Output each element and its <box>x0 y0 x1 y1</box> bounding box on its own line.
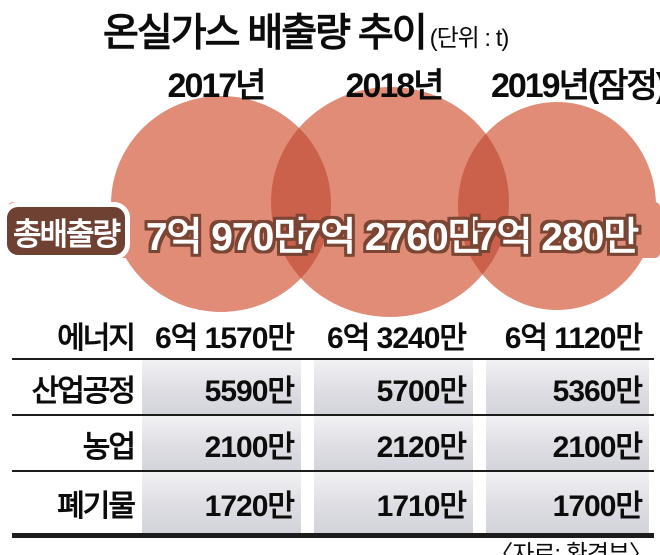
total-emissions-badge: 총배출량 <box>2 202 130 260</box>
circle-2018 <box>271 87 509 317</box>
page-title-wrap: 온실가스 배출량 추이 (단위 : t) <box>103 2 510 58</box>
total-value-2019: 7억 280만 <box>475 216 639 259</box>
cell-value: 5700만 <box>314 360 473 416</box>
divider-line <box>12 470 654 472</box>
year-label-2018: 2018년 <box>345 67 445 105</box>
total-value-2017: 7억 970만 <box>145 216 309 259</box>
unit-label: (단위 : t) <box>429 25 510 52</box>
cell-value: 6억 3240만 <box>327 322 467 355</box>
divider-line <box>12 358 654 360</box>
cell-value: 1710만 <box>314 472 473 533</box>
cell-value: 5360만 <box>486 360 649 416</box>
year-label-2019: 2019년(잠정) <box>490 67 660 105</box>
cell-value: 6억 1570만 <box>155 322 295 355</box>
table-row-energy: 에너지 6억 1570만 6억 3240만 6억 1120만 <box>0 312 660 358</box>
divider-line <box>12 414 654 416</box>
cell-value: 2100만 <box>486 416 649 472</box>
source-credit: 〈자료: 환경부〉 <box>489 541 653 555</box>
table-row-waste: 폐기물 1720만 1710만 1700만 <box>0 472 660 533</box>
row-label: 농업 <box>82 431 136 464</box>
circle-2019 <box>458 102 656 310</box>
row-label: 에너지 <box>57 322 136 355</box>
page-title: 온실가스 배출량 추이 <box>103 12 428 55</box>
table-row-industry: 산업공정 5590만 5700만 5360만 <box>0 360 660 416</box>
table-row-agriculture: 농업 2100만 2120만 2100만 <box>0 416 660 472</box>
cell-value: 6억 1120만 <box>504 322 643 355</box>
circle-2017 <box>111 96 331 312</box>
cell-value: 1720만 <box>142 472 301 533</box>
cell-value: 2100만 <box>142 416 301 472</box>
cell-value: 2120만 <box>314 416 473 472</box>
total-value-2018: 7억 2760만 <box>299 216 483 259</box>
divider-line-bottom <box>12 533 654 538</box>
cell-value: 1700만 <box>486 472 649 533</box>
row-label: 폐기물 <box>57 489 136 523</box>
total-emissions-label: 총배출량 <box>12 216 121 252</box>
year-label-2017: 2017년 <box>167 67 267 105</box>
cell-value: 5590만 <box>142 360 301 416</box>
row-label: 산업공정 <box>31 375 136 408</box>
